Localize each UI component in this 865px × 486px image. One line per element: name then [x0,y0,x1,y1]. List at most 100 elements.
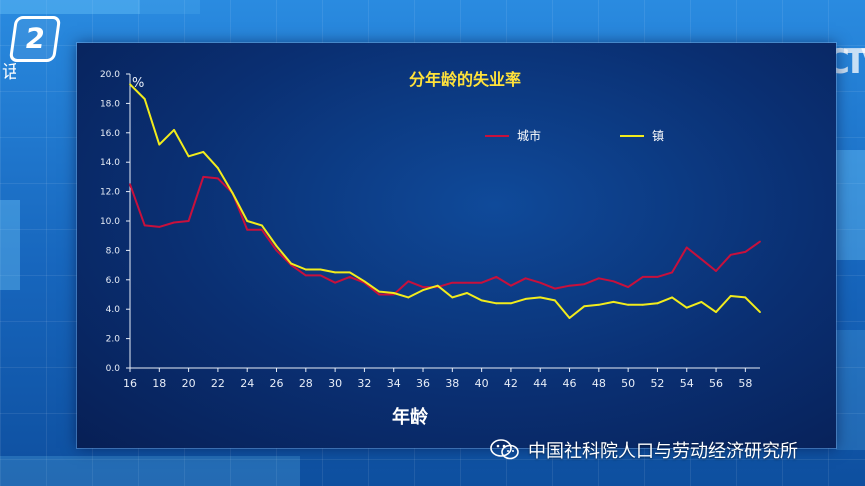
data-point-city [143,224,146,227]
data-point-city [524,277,527,280]
data-point-town [231,192,234,194]
data-point-town [583,305,586,308]
data-point-town [671,296,673,299]
x-tick-label: 20 [182,377,196,390]
data-point-city [700,258,703,261]
data-point-city [246,228,249,231]
y-tick-label: 14.0 [100,158,120,168]
series-line-city [129,175,761,296]
data-point-city [304,274,307,277]
background-tile [836,330,865,450]
x-tick-label: 38 [445,377,459,390]
data-point-city [334,281,337,284]
data-point-town [246,220,249,222]
legend-label-city: 城市 [517,128,541,143]
data-point-city [173,221,175,224]
data-point-town [597,303,600,306]
x-tick-label: 34 [387,377,401,390]
data-point-city [466,281,468,284]
data-point-town [539,296,542,299]
x-tick-label: 22 [211,377,225,390]
x-tick-label: 56 [709,377,723,390]
data-point-city [480,281,483,284]
data-point-city [275,249,278,252]
data-point-town [129,83,131,86]
y-tick-label: 0.0 [106,364,121,374]
data-point-city [407,280,410,283]
data-point-town [187,155,190,158]
data-point-city [510,284,512,287]
data-point-city [641,275,644,278]
data-point-town [524,298,527,300]
data-point-city [744,250,747,253]
y-tick-label: 16.0 [100,129,120,139]
x-tick-label: 32 [357,377,371,390]
data-point-city [597,277,600,280]
data-point-town [407,296,410,299]
background-tile [0,0,140,14]
data-point-town [319,268,322,271]
watermark-text: 中国社科院人口与劳动经济研究所 [528,441,798,462]
y-tick-label: 4.0 [106,305,121,315]
x-tick-label: 18 [152,377,166,390]
data-point-town [759,311,761,314]
data-point-town [627,303,630,306]
watermark: 中国社科院人口与劳动经济研究所 [490,436,798,464]
data-point-city [217,177,219,180]
x-tick-label: 26 [270,377,284,390]
data-point-city [319,274,322,277]
data-point-city [553,287,556,290]
x-tick-label: 48 [592,377,606,390]
data-point-city [187,220,190,222]
data-point-town [422,289,424,291]
tick-labels: 0.0 2.0 4.0 6.0 8.0 10.0 12.0 14.0 16.0 18.0 20.0 1… [100,70,752,390]
data-point-town [744,296,747,299]
data-point-city [539,281,542,284]
background-tile [0,200,20,290]
data-point-city [671,271,673,274]
data-point-town [480,299,483,302]
y-tick-label: 8.0 [106,246,121,256]
data-point-city [568,284,571,287]
data-point-city [158,225,161,228]
data-point-town [495,302,498,305]
x-tick-label: 52 [650,377,664,390]
data-point-town [641,303,644,306]
x-axis-label: 年龄 [392,406,429,428]
y-tick-label: 12.0 [100,188,120,198]
data-point-town [290,262,293,265]
x-tick-label: 44 [533,377,547,390]
wechat-icon [490,439,519,460]
x-tick-label: 24 [240,377,254,390]
data-point-town [715,311,717,314]
x-tick-label: 50 [621,377,635,390]
data-point-town [510,302,512,305]
data-point-town [568,317,571,319]
background-tile [0,456,300,486]
data-point-town [656,302,659,305]
data-point-town [451,296,454,299]
background-tile [140,0,200,14]
x-tick-label: 46 [563,377,577,390]
data-point-town [363,280,366,283]
y-tick-label: 18.0 [100,99,120,109]
series-line-town [129,83,761,319]
data-point-city [612,280,615,283]
data-point-city [348,275,351,278]
data-point-town [202,151,205,153]
data-point-town [348,271,351,274]
data-point-town [158,143,161,146]
x-tick-label: 36 [416,377,430,390]
data-point-town [612,300,615,303]
data-point-town [304,268,307,271]
data-point-town [685,306,688,309]
data-point-town [217,167,219,169]
data-point-town [260,224,263,227]
data-point-town [392,292,395,294]
chart-legend: 城市 镇 [485,128,664,143]
data-point-town [466,292,468,294]
data-point-town [334,271,337,274]
data-point-city [422,286,424,289]
x-tick-label: 40 [475,377,489,390]
data-point-city [759,240,761,243]
